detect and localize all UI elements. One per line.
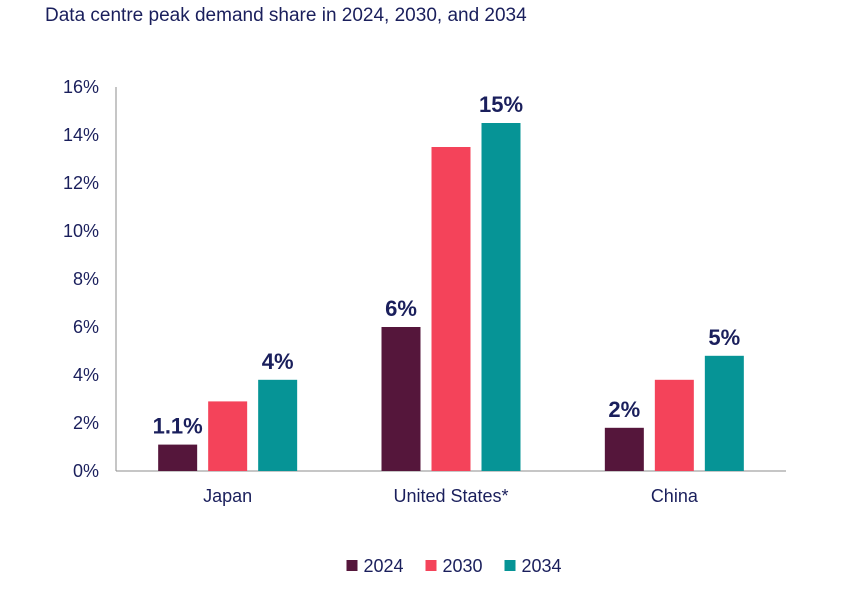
bar	[604, 427, 644, 471]
legend-swatch	[346, 560, 358, 571]
bar	[654, 379, 694, 471]
y-tick-label: 16%	[63, 77, 99, 97]
bar	[208, 401, 248, 471]
y-tick-label: 4%	[73, 365, 99, 385]
bar	[258, 379, 298, 471]
legend-label: 2024	[364, 556, 404, 576]
legend-label: 2030	[443, 556, 483, 576]
legend: 2024 2030 2034	[346, 556, 562, 576]
data-label: 6%	[385, 296, 417, 321]
bar	[381, 327, 421, 471]
y-tick-label: 14%	[63, 125, 99, 145]
y-tick-label: 2%	[73, 413, 99, 433]
y-tick-label: 0%	[73, 461, 99, 481]
data-label: 1.1%	[153, 414, 203, 439]
y-tick-label: 12%	[63, 173, 99, 193]
y-axis: 0% 2% 4% 6% 8% 10% 12% 14% 16%	[63, 77, 117, 481]
y-tick-label: 6%	[73, 317, 99, 337]
bar	[431, 147, 471, 471]
data-label: 4%	[262, 349, 294, 374]
data-label: 15%	[479, 92, 523, 117]
y-tick-label: 8%	[73, 269, 99, 289]
data-labels: 1.1% 4% 6% 15% 2% 5%	[153, 92, 741, 439]
bars	[158, 123, 744, 471]
data-label: 5%	[708, 325, 740, 350]
legend-label: 2034	[522, 556, 562, 576]
y-tick-label: 10%	[63, 221, 99, 241]
bar	[481, 123, 521, 471]
x-tick-label: United States*	[393, 486, 508, 506]
x-tick-label: China	[651, 486, 699, 506]
legend-swatch	[425, 560, 437, 571]
legend-swatch	[504, 560, 516, 571]
bar	[158, 444, 198, 471]
x-axis: Japan United States* China	[116, 470, 786, 506]
x-tick-label: Japan	[203, 486, 252, 506]
bar	[704, 355, 744, 471]
chart-title: Data centre peak demand share in 2024, 2…	[45, 5, 527, 26]
data-label: 2%	[608, 397, 640, 422]
